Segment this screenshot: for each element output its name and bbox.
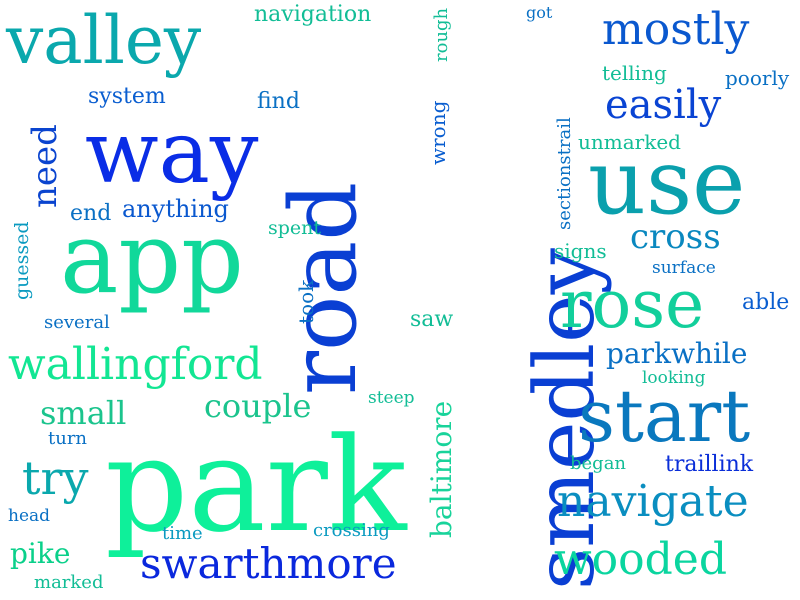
word-swarthmore: swarthmore xyxy=(140,539,397,588)
word-navigation: navigation xyxy=(254,2,372,27)
word-end: end xyxy=(70,201,112,226)
word-unmarked: unmarked xyxy=(578,130,681,154)
word-cross: cross xyxy=(630,217,721,257)
word-small: small xyxy=(40,394,127,432)
word-road: road xyxy=(270,181,377,395)
word-took: took xyxy=(294,279,318,324)
word-turn: turn xyxy=(48,428,88,449)
word-pike: pike xyxy=(10,537,71,570)
word-parkwhile: parkwhile xyxy=(606,337,748,370)
word-app: app xyxy=(60,202,244,316)
word-several: several xyxy=(44,312,110,333)
word-poorly: poorly xyxy=(725,66,790,90)
word-way: way xyxy=(85,103,259,203)
word-wrong: wrong xyxy=(426,100,450,165)
word-rough: rough xyxy=(431,7,452,62)
word-need: need xyxy=(25,124,65,208)
word-looking: looking xyxy=(642,368,706,388)
word-easily: easily xyxy=(605,82,722,128)
word-wallingford: wallingford xyxy=(8,339,263,390)
word-baltimore: baltimore xyxy=(425,400,458,538)
word-head: head xyxy=(8,506,51,526)
word-rose: rose xyxy=(560,266,705,343)
word-surface: surface xyxy=(652,258,716,278)
word-crossing: crossing xyxy=(313,520,390,541)
word-traillink: traillink xyxy=(665,452,754,477)
word-navigate: navigate xyxy=(557,476,749,527)
word-start: start xyxy=(578,374,751,458)
word-spent: spent xyxy=(268,217,322,239)
word-mostly: mostly xyxy=(602,4,750,55)
word-telling: telling xyxy=(602,61,667,85)
word-saw: saw xyxy=(410,307,454,332)
word-system: system xyxy=(88,84,166,109)
word-began: began xyxy=(570,453,627,474)
word-guessed: guessed xyxy=(11,221,33,300)
word-wooded: wooded xyxy=(554,534,728,585)
word-sectionstrail: sectionstrail xyxy=(554,117,575,230)
word-signs: signs xyxy=(554,239,607,263)
word-marked: marked xyxy=(34,572,104,593)
word-park: park xyxy=(105,409,407,561)
word-try: try xyxy=(22,451,89,505)
word-got: got xyxy=(526,3,553,22)
word-couple: couple xyxy=(204,387,312,425)
word-valley: valley xyxy=(6,2,202,79)
word-time: time xyxy=(162,523,203,544)
word-steep: steep xyxy=(368,388,415,408)
word-find: find xyxy=(257,89,300,114)
word-use: use xyxy=(588,130,746,235)
word-able: able xyxy=(742,290,790,315)
word-anything: anything xyxy=(122,195,229,223)
